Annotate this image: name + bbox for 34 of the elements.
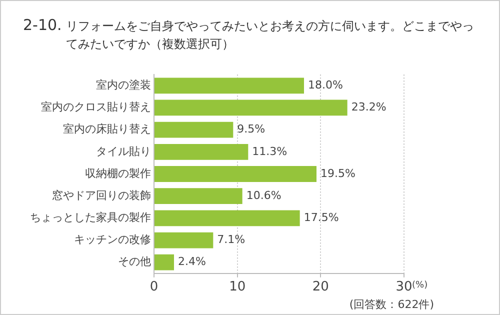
data-label: 18.0%	[308, 78, 343, 92]
y-tick-label: ちょっとした家具の製作	[30, 211, 151, 224]
data-label: 23.2%	[351, 100, 386, 114]
bar	[154, 144, 248, 160]
x-tick-label: 20	[312, 280, 329, 295]
y-tick-label: タイル貼り	[96, 144, 151, 158]
data-label: 9.5%	[237, 122, 266, 136]
bar	[154, 100, 348, 116]
y-tick-label: キッチンの改修	[74, 233, 151, 246]
bar	[154, 210, 300, 226]
x-tick-label: 30	[396, 280, 412, 295]
bar	[154, 188, 242, 204]
y-tick-label: 室内の塗装	[96, 78, 151, 92]
bar	[154, 78, 304, 94]
y-tick-label: 室内の床貼り替え	[63, 122, 151, 136]
text: (回答数：622件)	[349, 298, 434, 311]
y-tick-label: 収納棚の製作	[85, 166, 151, 180]
y-tick-label: 室内のクロス貼り替え	[41, 100, 151, 114]
data-label: 19.5%	[320, 166, 356, 180]
chart-title: 2-10. リフォームをご自身でやってみたいとお考えの方に伺います。どこまでやってみたいですか（複数選択可）	[23, 15, 475, 53]
bar	[154, 166, 316, 182]
y-tick-label: その他	[118, 255, 151, 268]
x-tick-label: 10	[229, 280, 246, 295]
bar	[154, 122, 234, 138]
y-tick-label: 窓やドア回りの装飾	[52, 188, 151, 202]
data-label: 2.4%	[178, 255, 206, 268]
data-label: 10.6%	[246, 188, 282, 202]
bar	[154, 232, 214, 248]
x-tick-label: 0	[150, 280, 158, 295]
data-label: 7.1%	[217, 233, 246, 246]
x-axis-title: (%)	[412, 280, 428, 291]
data-label: 11.3%	[252, 144, 288, 158]
data-label: 17.5%	[304, 211, 339, 224]
bar	[154, 254, 174, 270]
